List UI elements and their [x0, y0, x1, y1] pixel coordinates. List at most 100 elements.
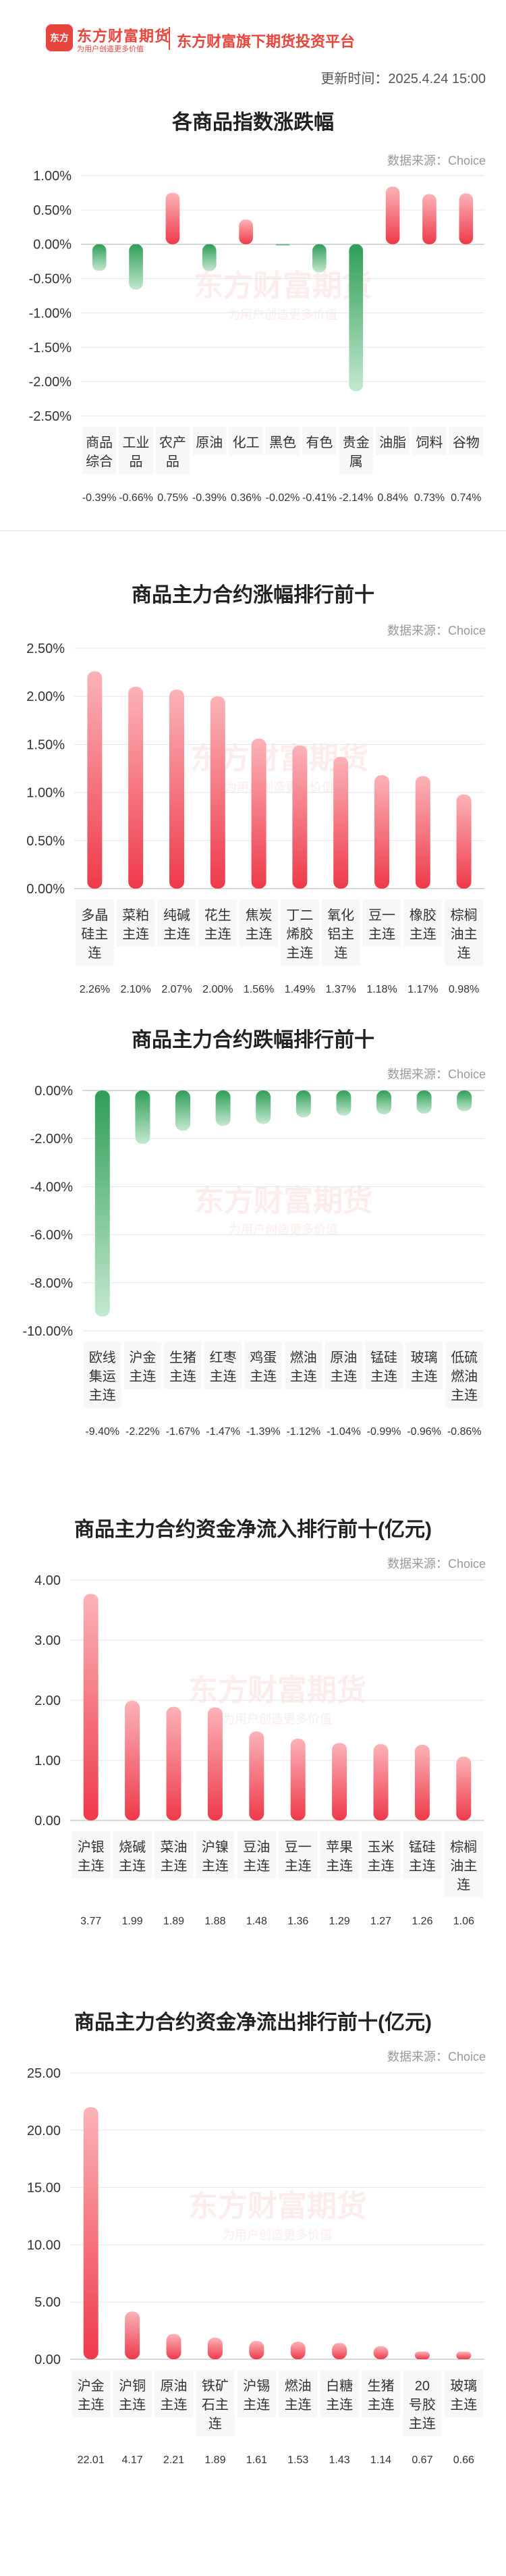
category-label: 低硫: [451, 1350, 478, 1365]
category-label-bg: [279, 1831, 318, 1878]
y-tick-label: 1.00%: [33, 169, 72, 184]
value-label: -1.04%: [327, 1426, 361, 1438]
category-label: 主连: [250, 1369, 277, 1384]
value-label: 1.37%: [326, 984, 356, 995]
bar: [332, 2342, 347, 2359]
value-label: 1.88: [204, 1916, 225, 1927]
category-label-bg: [123, 1342, 162, 1389]
bar: [333, 756, 349, 889]
category-label: 农产: [159, 435, 186, 450]
bar: [416, 1090, 432, 1114]
net-inflow-chart: 东方财富期货为用户创造更多价值4.003.002.001.000.00沪银主连烧…: [34, 1573, 484, 1927]
y-tick-label: -1.50%: [29, 340, 72, 355]
bar: [456, 2351, 472, 2359]
section-index-change: 各商品指数涨跌幅 数据来源：Choice 东方财富期货 为用户创造更多价值 1.00…: [0, 88, 506, 533]
section-title: 各商品指数涨跌幅: [172, 111, 334, 134]
category-label-bg: [403, 1831, 442, 1878]
value-label: -0.02%: [266, 492, 300, 504]
category-label-bg: [449, 427, 483, 455]
category-label: 沪金: [78, 2378, 105, 2394]
category-label: 花生: [204, 908, 231, 923]
category-label: 棕榈: [450, 1839, 477, 1855]
watermark-subtext: 为用户创造更多价值: [228, 308, 337, 321]
y-tick-label: 5.00: [34, 2295, 61, 2310]
y-tick-label: 2.00%: [26, 689, 65, 704]
data-source: 数据来源：Choice: [387, 2050, 486, 2064]
y-tick-label: 0.50%: [33, 203, 72, 218]
category-label-bg: [339, 427, 373, 474]
category-label-bg: [302, 427, 337, 455]
category-label: 烯胶: [286, 926, 313, 942]
value-label: -2.14%: [339, 492, 373, 504]
category-label: 沪金: [129, 1350, 156, 1365]
bar: [275, 244, 290, 246]
category-label: 硅主: [81, 926, 108, 942]
bar: [349, 244, 364, 392]
category-label: 黑色: [269, 435, 296, 450]
watermark-text: 东方财富期货: [194, 1184, 372, 1217]
y-tick-label: 10.00: [27, 2238, 61, 2253]
y-tick-label: -2.00%: [30, 1132, 74, 1147]
bar: [210, 696, 225, 889]
category-label-bg: [198, 899, 237, 947]
data-source: 数据来源：Choice: [387, 1068, 486, 1081]
y-tick-label: -0.50%: [29, 272, 72, 287]
value-label: -0.39%: [192, 492, 227, 504]
value-label: 0.84%: [377, 492, 407, 504]
bar: [414, 1744, 430, 1820]
category-label: 主连: [409, 1858, 436, 1874]
bar: [414, 2351, 430, 2359]
category-label-bg: [240, 899, 278, 947]
category-label-bg: [405, 1342, 443, 1389]
value-label: -0.86%: [447, 1426, 482, 1438]
value-label: 3.77: [80, 1916, 101, 1927]
category-label: 多晶: [81, 908, 108, 923]
category-label: 工业: [123, 435, 150, 450]
value-label: 1.14: [370, 2454, 391, 2466]
category-label: 主连: [119, 2397, 146, 2413]
category-label: 棕榈: [451, 908, 478, 923]
value-label: 0.73%: [414, 492, 445, 504]
category-label-bg: [444, 2370, 483, 2417]
category-label: 豆油: [243, 1839, 270, 1855]
category-label-bg: [279, 2370, 318, 2417]
category-label: 主连: [368, 1858, 395, 1874]
value-label: 2.10%: [121, 984, 151, 995]
category-label: 主连: [243, 2397, 270, 2413]
value-label: -0.66%: [119, 492, 153, 504]
y-tick-label: 0.50%: [26, 834, 65, 849]
bar: [83, 1594, 99, 1820]
y-tick-label: -10.00%: [23, 1324, 74, 1339]
category-label: 连: [457, 945, 471, 961]
bar: [135, 1090, 150, 1145]
category-label-bg: [72, 1831, 111, 1878]
y-tick-label: 25.00: [27, 2066, 61, 2081]
category-label-bg: [281, 899, 319, 966]
bar: [336, 1090, 352, 1116]
value-label: -1.12%: [286, 1426, 320, 1438]
value-label: 1.17%: [407, 984, 438, 995]
category-label: 主连: [89, 1388, 116, 1403]
bar: [87, 671, 103, 889]
category-label-bg: [412, 427, 447, 455]
category-label: 生猪: [368, 2378, 395, 2394]
watermark-text: 东方财富期货: [188, 2190, 366, 2223]
update-time: 更新时间：2025.4.24 15:00: [320, 72, 486, 86]
category-label-bg: [325, 1342, 363, 1389]
bar: [239, 219, 253, 244]
bar: [332, 1743, 347, 1820]
category-label: 沪锡: [243, 2378, 270, 2394]
category-label-bg: [164, 1342, 202, 1389]
category-label-bg: [113, 2370, 152, 2417]
category-label: 鸡蛋: [250, 1350, 277, 1365]
bar: [83, 2107, 99, 2359]
bar: [456, 1756, 472, 1820]
category-label: 主连: [163, 926, 190, 942]
platform-name: 东方财富旗下期货投资平台: [177, 33, 356, 50]
category-label-bg: [320, 1831, 359, 1878]
category-label: 原油: [196, 435, 223, 450]
category-label: 沪铜: [119, 2378, 146, 2394]
category-label-bg: [321, 899, 360, 966]
bar: [166, 1706, 181, 1820]
